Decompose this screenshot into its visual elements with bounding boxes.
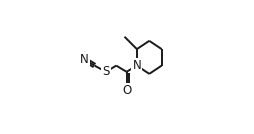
Text: O: O [122,84,131,97]
Text: N: N [133,59,141,72]
Text: S: S [102,65,110,78]
Text: N: N [80,53,89,66]
